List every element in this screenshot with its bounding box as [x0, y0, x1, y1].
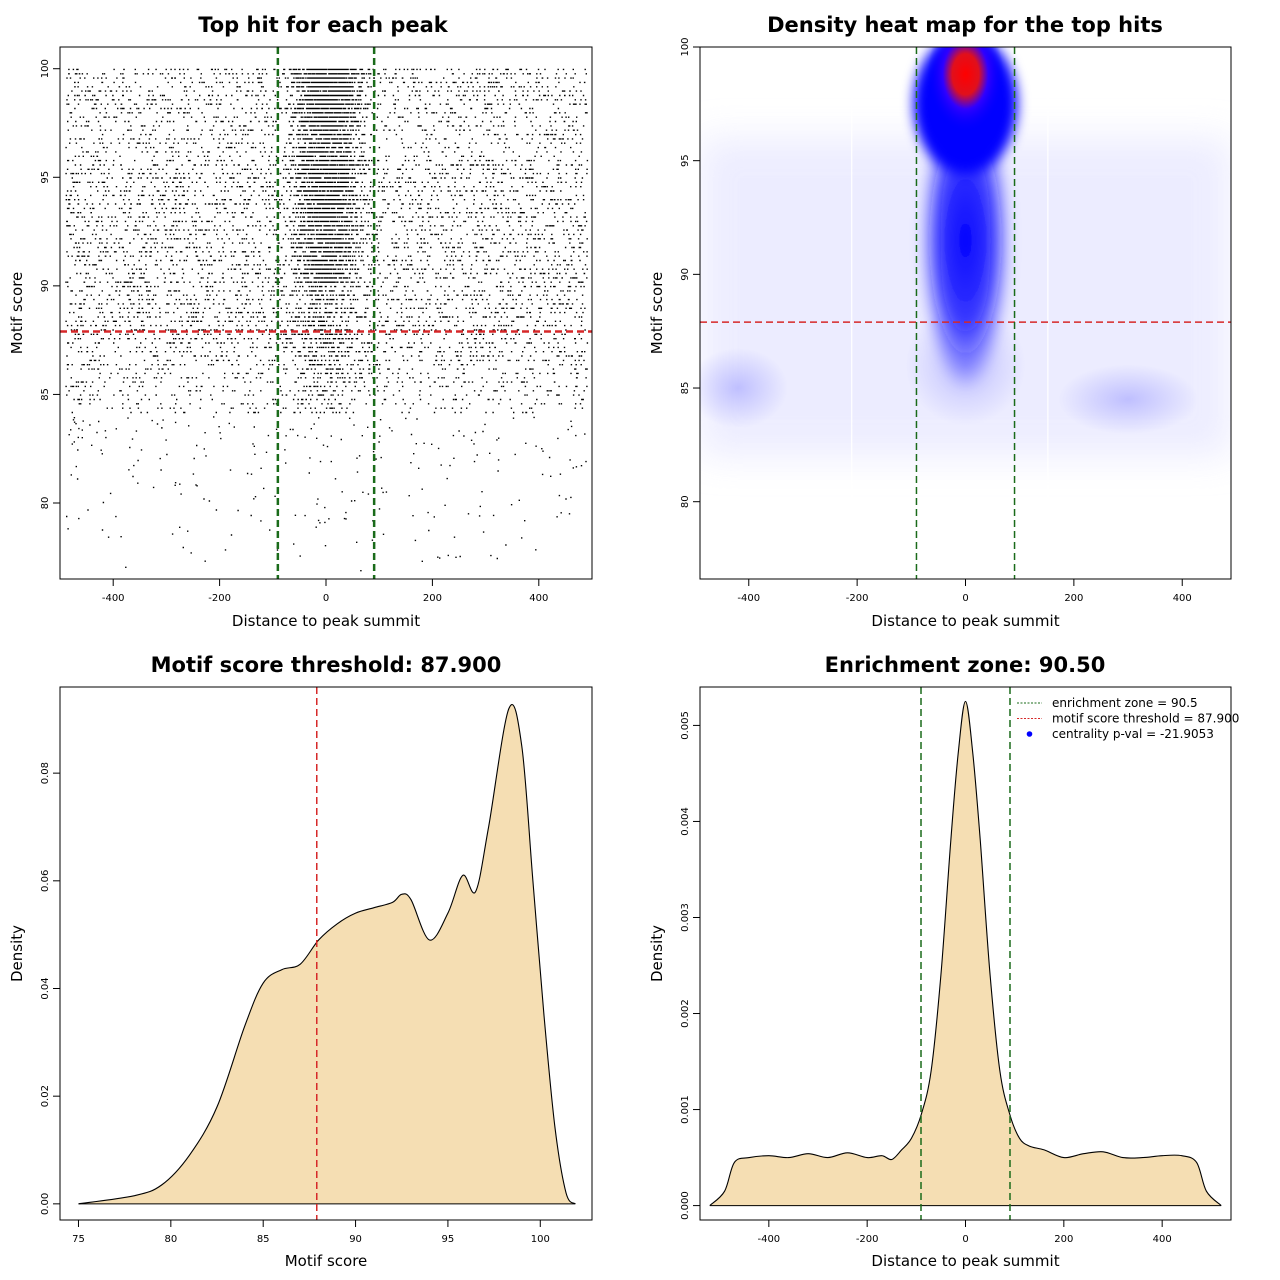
y-tick-label: 0.003 [680, 903, 691, 932]
x-tick-label: 75 [72, 1234, 85, 1245]
y-tick-label: 0.08 [40, 762, 51, 784]
x-tick-label: 100 [531, 1234, 550, 1245]
density-curve [709, 700, 1222, 1207]
y-tick-label: 0.005 [680, 711, 691, 740]
plot-frame [699, 686, 1232, 1221]
scatter-points [65, 68, 589, 572]
score-density-panel: 75 80 85 90 95 100 0.00 0.02 0.04 0.06 0.08 Motif s… [8, 653, 593, 1270]
legend-entry: centrality p-val = -21.9053 [1052, 727, 1214, 741]
y-tick-label: 85 [680, 382, 691, 395]
heatmap-hotspot [927, 47, 1004, 133]
y-tick-label: 0.06 [40, 870, 51, 892]
y-tick-label: 95 [680, 154, 691, 167]
x-tick-label: 85 [257, 1234, 270, 1245]
y-tick-label: 0.002 [680, 999, 691, 1028]
y-tick-label: 0.02 [40, 1085, 51, 1107]
chart-title: Motif score threshold: 87.900 [151, 653, 502, 677]
scatter-panel: -400 -200 0 200 400 80 85 90 95 100 Top hit for ea… [8, 13, 593, 630]
y-tick-label: 95 [40, 171, 51, 184]
x-tick-label: 0 [962, 1234, 968, 1245]
y-tick-label: 100 [40, 59, 51, 78]
heatmap-panel: -400 -200 0 200 400 80 85 90 95 100 Density heat m… [648, 13, 1232, 630]
x-tick-label: -200 [846, 593, 869, 604]
y-tick-label: 85 [40, 388, 51, 401]
x-tick-label: 200 [423, 593, 442, 604]
y-tick-label: 0.00 [40, 1193, 51, 1215]
x-tick-label: -200 [856, 1234, 879, 1245]
x-axis-label: Distance to peak summit [871, 1252, 1059, 1270]
x-tick-label: -400 [737, 593, 760, 604]
heatmap-blob [1058, 364, 1199, 435]
y-axis-label: Density [648, 925, 666, 982]
legend: enrichment zone = 90.5 motif score thresh… [1017, 696, 1239, 741]
x-tick-label: 400 [1173, 593, 1192, 604]
x-tick-label: 400 [529, 593, 548, 604]
x-tick-label: -400 [102, 593, 125, 604]
x-axis-label: Distance to peak summit [232, 612, 420, 630]
y-axis-label: Motif score [8, 272, 26, 355]
chart-title: Enrichment zone: 90.50 [825, 653, 1106, 677]
legend-entry: motif score threshold = 87.900 [1052, 712, 1239, 726]
legend-marker [1026, 731, 1033, 737]
density-curve [78, 703, 576, 1205]
plot-frame [59, 686, 593, 1221]
x-tick-label: 90 [349, 1234, 362, 1245]
density-fill [78, 704, 576, 1204]
legend-entry: enrichment zone = 90.5 [1052, 696, 1198, 710]
y-tick-label: 100 [680, 37, 691, 56]
density-fill [709, 701, 1222, 1206]
plot-frame [59, 46, 593, 580]
y-tick-label: 0.004 [680, 807, 691, 836]
y-axis-label: Motif score [648, 272, 666, 355]
y-tick-label: 90 [40, 279, 51, 292]
heatmap-blob [700, 348, 788, 429]
x-tick-label: 200 [1064, 593, 1083, 604]
y-tick-label: 0.000 [680, 1191, 691, 1220]
scatter-point-cloud [65, 68, 589, 572]
y-tick-label: 80 [680, 495, 691, 508]
y-tick-label: 0.04 [40, 977, 51, 999]
x-tick-label: 200 [1054, 1234, 1073, 1245]
x-tick-label: 80 [164, 1234, 177, 1245]
x-tick-label: 0 [962, 593, 968, 604]
heatmap-field [700, 47, 1231, 579]
x-tick-label: -200 [208, 593, 231, 604]
x-tick-label: 0 [323, 593, 329, 604]
plot-frame [699, 46, 1232, 580]
y-axis-label: Density [8, 925, 26, 982]
y-tick-label: 90 [680, 268, 691, 281]
distance-density-panel: -400 -200 0 200 400 0.000 0.001 0.002 0.003 0.004… [648, 653, 1239, 1270]
y-tick-label: 80 [40, 497, 51, 510]
chart-title: Top hit for each peak [198, 13, 449, 37]
x-tick-label: -400 [757, 1234, 780, 1245]
chart-title: Density heat map for the top hits [767, 13, 1163, 37]
x-tick-label: 400 [1153, 1234, 1172, 1245]
x-axis-label: Distance to peak summit [871, 612, 1059, 630]
y-tick-label: 0.001 [680, 1095, 691, 1124]
x-axis-label: Motif score [285, 1252, 368, 1270]
x-tick-label: 95 [442, 1234, 455, 1245]
